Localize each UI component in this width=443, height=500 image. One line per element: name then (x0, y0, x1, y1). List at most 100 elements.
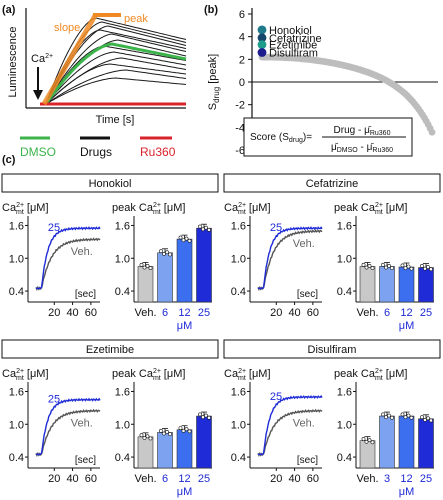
trace-ytick-label: 1.0 (231, 253, 246, 265)
highlight-dot (257, 25, 267, 35)
peak-bar (418, 267, 434, 303)
highlight-dot (257, 40, 267, 49)
replicate-point (364, 439, 369, 444)
trace-dose-label: 25 (270, 222, 282, 234)
bar-category-label: 25 (420, 307, 432, 319)
replicate-point (409, 415, 414, 420)
drug-trace (40, 63, 187, 105)
peak-bar (176, 429, 193, 469)
subpanel-title-box (1, 173, 219, 193)
drug-trace (40, 77, 187, 105)
bar-ytick-label: 1.6 (115, 386, 130, 398)
panel-a-traces (40, 12, 187, 106)
trace-xtick-label: 60 (85, 307, 97, 319)
replicate-point (381, 412, 385, 417)
subpanel-title-box (223, 173, 441, 193)
peak-ylabel: peak Ca2+ mt [μM] (334, 202, 407, 216)
dose-unit: μM (399, 320, 415, 332)
replicate-point (178, 235, 183, 240)
trace-xtick-label: 20 (48, 307, 60, 319)
panel-b-tick-label: 6 (239, 9, 245, 21)
replicate-point (426, 265, 430, 269)
bar-category-label: 25 (198, 473, 210, 485)
subpanel-title: Disulfiram (308, 344, 357, 356)
drug-subpanel: Disulfiram Ca2+ mt [μM] peak Ca2+ mt [μM] 1.6… (223, 339, 441, 498)
replicate-point (420, 415, 424, 420)
highlight-label: Cefatrizine (269, 33, 322, 45)
panel-b-tick-label: 4 (239, 32, 245, 44)
bar-ytick-label: 1.0 (337, 253, 352, 265)
trace-x-unit: [sec] (297, 455, 318, 466)
replicate-point (198, 412, 202, 417)
dose-unit: μM (177, 320, 193, 332)
bar-category-label: Veh. (356, 473, 378, 485)
trace-xtick-label: 40 (288, 473, 300, 485)
trace-xtick-label: 40 (288, 307, 300, 319)
replicate-point (165, 250, 169, 255)
replicate-point (429, 418, 433, 423)
highlight-label: Ezetimibe (269, 40, 317, 52)
bar-ytick-label: 1.6 (337, 220, 352, 232)
subpanel-title: Ezetimibe (86, 344, 134, 356)
peak-bar (196, 415, 212, 469)
trace-ytick-label: 0.4 (231, 286, 246, 298)
replicate-point (364, 265, 369, 270)
panel-b-score-dots (257, 25, 436, 136)
bar-category-label: Veh. (134, 307, 156, 319)
trace-veh-label: Veh. (71, 418, 93, 430)
replicate-point (159, 249, 163, 254)
replicate-point (403, 415, 408, 420)
panel-a: (a) Luminescence Time [s] slope peak Ca2… (2, 4, 187, 159)
replicate-point (184, 427, 189, 432)
replicate-point (429, 267, 433, 272)
panel-b-tick-label: -6 (235, 145, 245, 157)
trace-ylabel: Ca2+ mt [μM] (2, 202, 49, 216)
bar-category-label: Veh. (356, 307, 378, 319)
bar-ytick-label: 1.0 (115, 419, 130, 431)
ca-arrowhead (33, 90, 43, 100)
replicate-point (181, 428, 186, 433)
replicate-point (361, 437, 366, 441)
bar-ytick-label: 1.6 (115, 220, 130, 232)
trace-x-unit: [sec] (297, 289, 318, 300)
trace-veh-label: Veh. (293, 418, 315, 430)
slope-label: slope (54, 22, 80, 34)
drug-trace (40, 51, 187, 105)
replicate-point (139, 262, 144, 267)
bar-ytick-label: 1.6 (337, 386, 352, 398)
bar-category-label: 12 (178, 307, 190, 319)
drug-trace (35, 226, 101, 290)
bar-ytick-label: 0.4 (115, 286, 130, 298)
peak-bar (359, 266, 376, 303)
panel-a-letter: (a) (2, 4, 16, 16)
panel-b-tick-label: -4 (235, 122, 245, 134)
peak-bar (398, 415, 415, 469)
bar-category-label: 12 (178, 473, 190, 485)
bar-category-label: Veh. (134, 473, 156, 485)
replicate-point (390, 266, 394, 271)
replicate-point (201, 227, 205, 232)
panel-b: (b) Sdrug [peak] 6 4 2 0 -2 -4 -6 HonokiolCefa… (204, 4, 438, 157)
bar-category-label: 25 (198, 307, 210, 319)
peak-bar (176, 238, 193, 303)
trace-xtick-label: 20 (48, 473, 60, 485)
replicate-point (207, 227, 211, 232)
vehicle-trace (257, 408, 323, 457)
replicate-point (142, 436, 147, 440)
trace-ytick-label: 0.4 (9, 452, 24, 464)
panel-b-tick-label: -2 (235, 100, 245, 112)
trace-ytick-label: 1.0 (9, 419, 24, 431)
formula-denominator: μ̄DMSO - μ̄Ru360 (331, 142, 393, 154)
bar-ytick-label: 0.4 (337, 286, 352, 298)
replicate-point (370, 440, 375, 445)
replicate-point (420, 264, 424, 268)
replicate-point (187, 238, 192, 243)
peak-ylabel: peak Ca2+ mt [μM] (334, 368, 407, 382)
slope-marker (41, 12, 99, 106)
replicate-point (201, 415, 205, 420)
replicate-point (148, 266, 153, 271)
trace-ytick-label: 1.0 (9, 253, 24, 265)
highlight-label: Honokiol (269, 25, 312, 37)
replicate-point (423, 266, 427, 271)
